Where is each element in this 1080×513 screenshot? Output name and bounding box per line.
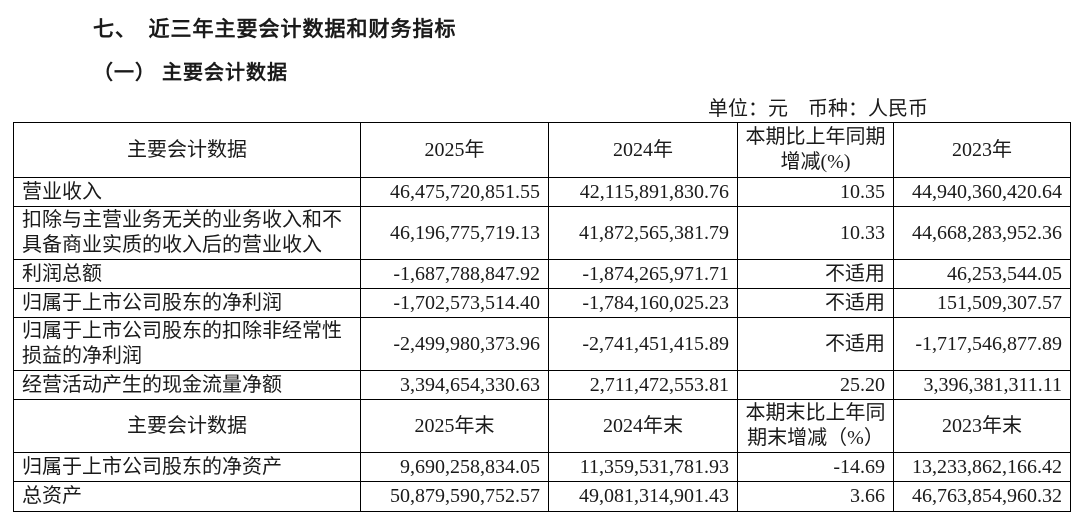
header-cell-change-end: 本期末比上年同期末增减（%） — [737, 399, 894, 453]
value-cell-2023: 44,940,360,420.64 — [893, 177, 1071, 207]
table-row-total-profit: 利润总额 -1,687,788,847.92 -1,874,265,971.71… — [13, 259, 1071, 289]
table-row-net-profit: 归属于上市公司股东的净利润 -1,702,573,514.40 -1,784,1… — [13, 288, 1071, 318]
subsection-title: （一） 主要会计数据 — [93, 62, 288, 84]
value-cell-change: -14.69 — [737, 452, 894, 482]
value-cell-change: 3.66 — [737, 481, 894, 512]
header-cell-2023-end: 2023年末 — [893, 399, 1071, 453]
value-cell-change: 10.33 — [737, 206, 894, 260]
row-label-cell: 归属于上市公司股东的净利润 — [13, 288, 361, 318]
row-label-cell: 营业收入 — [13, 177, 361, 207]
value-cell-2025: 50,879,590,752.57 — [360, 481, 549, 512]
value-cell-change: 25.20 — [737, 370, 894, 400]
value-cell-2025: -2,499,980,373.96 — [360, 317, 549, 371]
header-cell-metric: 主要会计数据 — [13, 399, 361, 453]
header-cell-2024-end: 2024年末 — [548, 399, 738, 453]
header-cell-change: 本期比上年同期增减(%) — [737, 122, 894, 178]
value-cell-2023: 44,668,283,952.36 — [893, 206, 1071, 260]
value-cell-2025: 9,690,258,834.05 — [360, 452, 549, 482]
header-cell-metric: 主要会计数据 — [13, 122, 361, 178]
row-label-cell: 总资产 — [13, 481, 361, 512]
value-cell-2024: -1,874,265,971.71 — [548, 259, 738, 289]
value-cell-2024: 41,872,565,381.79 — [548, 206, 738, 260]
value-cell-2025: -1,687,788,847.92 — [360, 259, 549, 289]
value-cell-2023: 46,763,854,960.32 — [893, 481, 1071, 512]
row-label-cell: 归属于上市公司股东的净资产 — [13, 452, 361, 482]
value-cell-2023: 13,233,862,166.42 — [893, 452, 1071, 482]
value-cell-change: 10.35 — [737, 177, 894, 207]
value-cell-2024: 2,711,472,553.81 — [548, 370, 738, 400]
value-cell-2024: 42,115,891,830.76 — [548, 177, 738, 207]
table-row-total-assets: 总资产 50,879,590,752.57 49,081,314,901.43 … — [13, 481, 1071, 512]
row-label-cell: 归属于上市公司股东的扣除非经常性损益的净利润 — [13, 317, 361, 371]
row-label-cell: 扣除与主营业务无关的业务收入和不具备商业实质的收入后的营业收入 — [13, 206, 361, 260]
value-cell-change: 不适用 — [737, 259, 894, 289]
value-cell-change: 不适用 — [737, 317, 894, 371]
value-cell-2025: 46,475,720,851.55 — [360, 177, 549, 207]
value-cell-2023: -1,717,546,877.89 — [893, 317, 1071, 371]
value-cell-2025: -1,702,573,514.40 — [360, 288, 549, 318]
value-cell-change: 不适用 — [737, 288, 894, 318]
period-header-row: 主要会计数据 2025年 2024年 本期比上年同期增减(%) 2023年 — [13, 122, 1071, 178]
table-row-net-profit-excl-nonrecurring: 归属于上市公司股东的扣除非经常性损益的净利润 -2,499,980,373.96… — [13, 317, 1071, 371]
value-cell-2024: 11,359,531,781.93 — [548, 452, 738, 482]
value-cell-2024: -2,741,451,415.89 — [548, 317, 738, 371]
table-row-net-assets: 归属于上市公司股东的净资产 9,690,258,834.05 11,359,53… — [13, 452, 1071, 482]
row-label-cell: 利润总额 — [13, 259, 361, 289]
table-row-adjusted-revenue: 扣除与主营业务无关的业务收入和不具备商业实质的收入后的营业收入 46,196,7… — [13, 206, 1071, 260]
key-accounting-data-table: 主要会计数据 2025年 2024年 本期比上年同期增减(%) 2023年 营业… — [13, 122, 1071, 512]
value-cell-2023: 46,253,544.05 — [893, 259, 1071, 289]
end-of-year-header-row: 主要会计数据 2025年末 2024年末 本期末比上年同期末增减（%） 2023… — [13, 399, 1071, 453]
value-cell-2023: 151,509,307.57 — [893, 288, 1071, 318]
row-label-cell: 经营活动产生的现金流量净额 — [13, 370, 361, 400]
header-cell-2023: 2023年 — [893, 122, 1071, 178]
value-cell-2024: 49,081,314,901.43 — [548, 481, 738, 512]
section-title: 七、 近三年主要会计数据和财务指标 — [93, 17, 457, 41]
value-cell-2025: 46,196,775,719.13 — [360, 206, 549, 260]
header-cell-2024: 2024年 — [548, 122, 738, 178]
table-row-operating-cash-flow: 经营活动产生的现金流量净额 3,394,654,330.63 2,711,472… — [13, 370, 1071, 400]
header-cell-2025-end: 2025年末 — [360, 399, 549, 453]
value-cell-2024: -1,784,160,025.23 — [548, 288, 738, 318]
unit-currency-note: 单位：元 币种：人民币 — [708, 98, 928, 120]
table-row-revenue: 营业收入 46,475,720,851.55 42,115,891,830.76… — [13, 177, 1071, 207]
value-cell-2025: 3,394,654,330.63 — [360, 370, 549, 400]
header-cell-2025: 2025年 — [360, 122, 549, 178]
value-cell-2023: 3,396,381,311.11 — [893, 370, 1071, 400]
